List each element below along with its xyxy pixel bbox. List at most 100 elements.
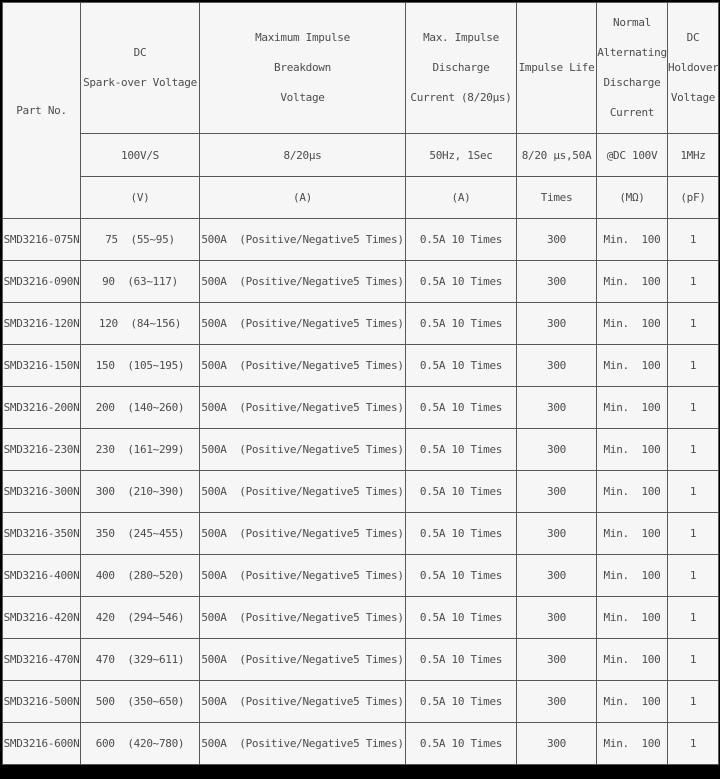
cell-part-no: SMD3216-120N bbox=[2, 302, 81, 345]
column-unit-impulse-life: Times bbox=[516, 176, 597, 219]
cell-part-no: SMD3216-300N bbox=[2, 470, 81, 513]
cell-discharge: 0.5A 10 Times bbox=[405, 302, 517, 345]
table-row: SMD3216-470N 470 (329~611) 500A (Positiv… bbox=[2, 638, 719, 681]
cell-breakdown: 500A (Positive/Negative5 Times) bbox=[199, 722, 406, 765]
cell-discharge: 0.5A 10 Times bbox=[405, 554, 517, 597]
cell-impulse-life: 300 bbox=[516, 218, 597, 261]
cell-holdover: 1 bbox=[667, 386, 719, 429]
cell-impulse-life: 300 bbox=[516, 512, 597, 555]
cell-impulse-life: 300 bbox=[516, 638, 597, 681]
cell-breakdown: 500A (Positive/Negative5 Times) bbox=[199, 218, 406, 261]
cell-impulse-life: 300 bbox=[516, 554, 597, 597]
column-condition-breakdown: 8/20μs bbox=[199, 133, 406, 177]
cell-holdover: 1 bbox=[667, 512, 719, 555]
table-row: SMD3216-350N 350 (245~455) 500A (Positiv… bbox=[2, 512, 719, 555]
cell-normal-discharge: Min. 100 bbox=[596, 386, 668, 429]
table-row: SMD3216-075N 75 (55~95) 500A (Positive/N… bbox=[2, 218, 719, 261]
column-condition-impulse-life: 8/20 μs,50A bbox=[516, 133, 597, 177]
header-row-conditions: 100V/S 8/20μs 50Hz, 1Sec 8/20 μs,50A @DC… bbox=[3, 133, 719, 177]
column-condition-normal-discharge: @DC 100V bbox=[596, 133, 668, 177]
column-unit-normal-discharge: (MΩ) bbox=[596, 176, 668, 219]
cell-spark-over: 150 (105~195) bbox=[80, 344, 200, 387]
cell-holdover: 1 bbox=[667, 260, 719, 303]
cell-breakdown: 500A (Positive/Negative5 Times) bbox=[199, 512, 406, 555]
column-header-normal-discharge: Normal Alternating Discharge Current bbox=[596, 2, 668, 134]
cell-breakdown: 500A (Positive/Negative5 Times) bbox=[199, 428, 406, 471]
cell-discharge: 0.5A 10 Times bbox=[405, 344, 517, 387]
cell-normal-discharge: Min. 100 bbox=[596, 596, 668, 639]
cell-breakdown: 500A (Positive/Negative5 Times) bbox=[199, 260, 406, 303]
cell-impulse-life: 300 bbox=[516, 428, 597, 471]
cell-breakdown: 500A (Positive/Negative5 Times) bbox=[199, 596, 406, 639]
cell-part-no: SMD3216-420N bbox=[2, 596, 81, 639]
cell-breakdown: 500A (Positive/Negative5 Times) bbox=[199, 344, 406, 387]
cell-part-no: SMD3216-075N bbox=[2, 218, 81, 261]
column-header-spark-over: DC Spark-over Voltage bbox=[80, 2, 200, 134]
cell-spark-over: 300 (210~390) bbox=[80, 470, 200, 513]
cell-discharge: 0.5A 10 Times bbox=[405, 470, 517, 513]
cell-part-no: SMD3216-470N bbox=[2, 638, 81, 681]
cell-part-no: SMD3216-400N bbox=[2, 554, 81, 597]
cell-discharge: 0.5A 10 Times bbox=[405, 680, 517, 723]
cell-spark-over: 90 (63~117) bbox=[80, 260, 200, 303]
cell-discharge: 0.5A 10 Times bbox=[405, 596, 517, 639]
column-unit-discharge: (A) bbox=[405, 176, 517, 219]
cell-normal-discharge: Min. 100 bbox=[596, 302, 668, 345]
cell-holdover: 1 bbox=[667, 680, 719, 723]
cell-holdover: 1 bbox=[667, 218, 719, 261]
table-row: SMD3216-300N 300 (210~390) 500A (Positiv… bbox=[2, 470, 719, 513]
table-row: SMD3216-600N 600 (420~780) 500A (Positiv… bbox=[2, 722, 719, 765]
cell-normal-discharge: Min. 100 bbox=[596, 470, 668, 513]
cell-impulse-life: 300 bbox=[516, 386, 597, 429]
cell-normal-discharge: Min. 100 bbox=[596, 428, 668, 471]
cell-impulse-life: 300 bbox=[516, 470, 597, 513]
cell-normal-discharge: Min. 100 bbox=[596, 218, 668, 261]
cell-discharge: 0.5A 10 Times bbox=[405, 512, 517, 555]
cell-discharge: 0.5A 10 Times bbox=[405, 722, 517, 765]
cell-spark-over: 200 (140~260) bbox=[80, 386, 200, 429]
column-header-part-no: Part No. bbox=[2, 2, 81, 219]
cell-spark-over: 75 (55~95) bbox=[80, 218, 200, 261]
cell-normal-discharge: Min. 100 bbox=[596, 680, 668, 723]
cell-holdover: 1 bbox=[667, 470, 719, 513]
table-row: SMD3216-200N 200 (140~260) 500A (Positiv… bbox=[2, 386, 719, 429]
table-row: SMD3216-400N 400 (280~520) 500A (Positiv… bbox=[2, 554, 719, 597]
cell-holdover: 1 bbox=[667, 722, 719, 765]
cell-discharge: 0.5A 10 Times bbox=[405, 260, 517, 303]
cell-discharge: 0.5A 10 Times bbox=[405, 386, 517, 429]
column-header-discharge: Max. Impulse Discharge Current (8/20μs) bbox=[405, 2, 517, 134]
table-row: SMD3216-420N 420 (294~546) 500A (Positiv… bbox=[2, 596, 719, 639]
header-row-units: (V) (A) (A) Times (MΩ) (pF) bbox=[3, 176, 719, 219]
cell-spark-over: 470 (329~611) bbox=[80, 638, 200, 681]
cell-spark-over: 350 (245~455) bbox=[80, 512, 200, 555]
cell-holdover: 1 bbox=[667, 596, 719, 639]
cell-spark-over: 420 (294~546) bbox=[80, 596, 200, 639]
column-header-holdover: DC Holdover Voltage bbox=[667, 2, 719, 134]
cell-spark-over: 600 (420~780) bbox=[80, 722, 200, 765]
cell-spark-over: 500 (350~650) bbox=[80, 680, 200, 723]
cell-part-no: SMD3216-230N bbox=[2, 428, 81, 471]
cell-impulse-life: 300 bbox=[516, 680, 597, 723]
cell-part-no: SMD3216-600N bbox=[2, 722, 81, 765]
cell-breakdown: 500A (Positive/Negative5 Times) bbox=[199, 302, 406, 345]
cell-spark-over: 230 (161~299) bbox=[80, 428, 200, 471]
column-condition-spark-over: 100V/S bbox=[80, 133, 200, 177]
cell-discharge: 0.5A 10 Times bbox=[405, 638, 517, 681]
cell-breakdown: 500A (Positive/Negative5 Times) bbox=[199, 680, 406, 723]
cell-normal-discharge: Min. 100 bbox=[596, 554, 668, 597]
table-row: SMD3216-500N 500 (350~650) 500A (Positiv… bbox=[2, 680, 719, 723]
cell-part-no: SMD3216-200N bbox=[2, 386, 81, 429]
cell-holdover: 1 bbox=[667, 344, 719, 387]
cell-normal-discharge: Min. 100 bbox=[596, 512, 668, 555]
cell-holdover: 1 bbox=[667, 638, 719, 681]
cell-part-no: SMD3216-150N bbox=[2, 344, 81, 387]
cell-normal-discharge: Min. 100 bbox=[596, 260, 668, 303]
table-body: SMD3216-075N 75 (55~95) 500A (Positive/N… bbox=[2, 218, 719, 765]
table-row: SMD3216-230N 230 (161~299) 500A (Positiv… bbox=[2, 428, 719, 471]
column-unit-spark-over: (V) bbox=[80, 176, 200, 219]
cell-impulse-life: 300 bbox=[516, 260, 597, 303]
table-row: SMD3216-120N 120 (84~156) 500A (Positive… bbox=[2, 302, 719, 345]
cell-holdover: 1 bbox=[667, 554, 719, 597]
cell-impulse-life: 300 bbox=[516, 344, 597, 387]
